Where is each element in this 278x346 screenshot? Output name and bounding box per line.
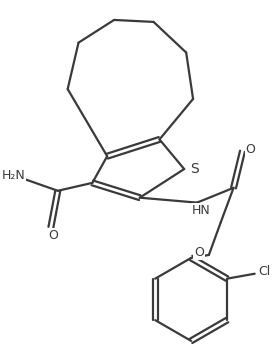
Text: H₂N: H₂N — [1, 170, 25, 182]
Text: HN: HN — [192, 204, 210, 217]
Text: O: O — [194, 246, 204, 260]
Text: S: S — [190, 162, 198, 176]
Text: O: O — [245, 143, 255, 156]
Text: Cl: Cl — [259, 265, 271, 278]
Text: O: O — [48, 229, 58, 242]
